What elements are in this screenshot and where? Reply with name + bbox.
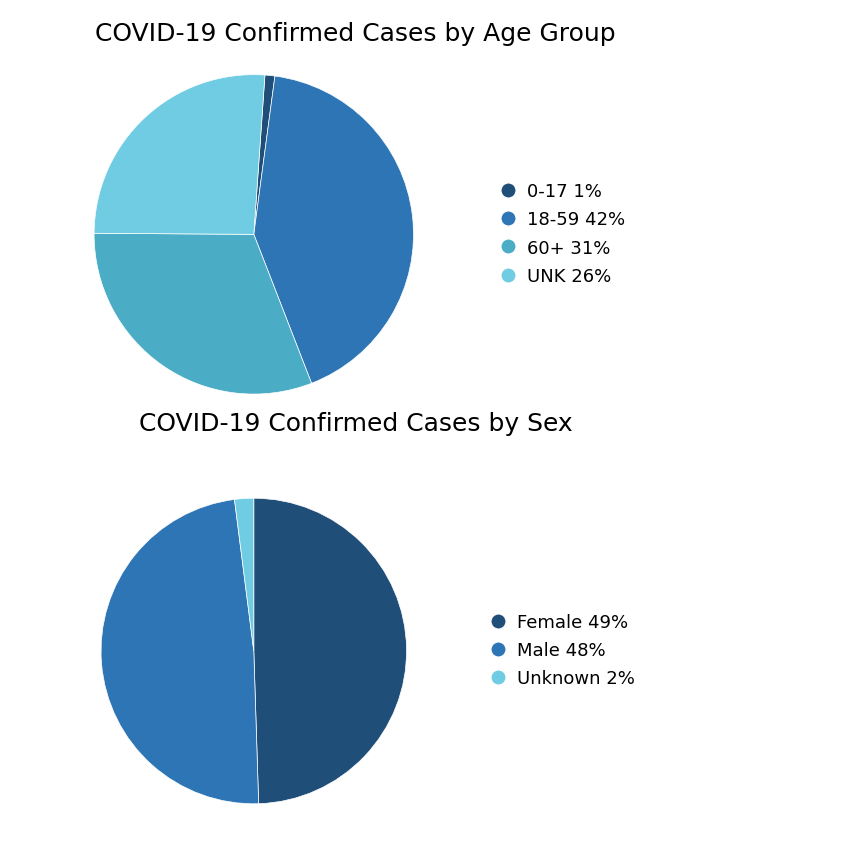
Text: COVID-19 Confirmed Cases by Age Group: COVID-19 Confirmed Cases by Age Group <box>95 22 616 46</box>
Wedge shape <box>101 499 259 804</box>
Wedge shape <box>254 498 407 804</box>
Wedge shape <box>234 498 254 651</box>
Legend: Female 49%, Male 48%, Unknown 2%: Female 49%, Male 48%, Unknown 2% <box>485 605 644 697</box>
Wedge shape <box>254 75 275 234</box>
Wedge shape <box>254 76 414 384</box>
Legend: 0-17 1%, 18-59 42%, 60+ 31%, UNK 26%: 0-17 1%, 18-59 42%, 60+ 31%, UNK 26% <box>494 174 634 295</box>
Text: COVID-19 Confirmed Cases by Sex: COVID-19 Confirmed Cases by Sex <box>139 412 572 437</box>
Wedge shape <box>94 75 265 234</box>
Wedge shape <box>94 233 311 394</box>
